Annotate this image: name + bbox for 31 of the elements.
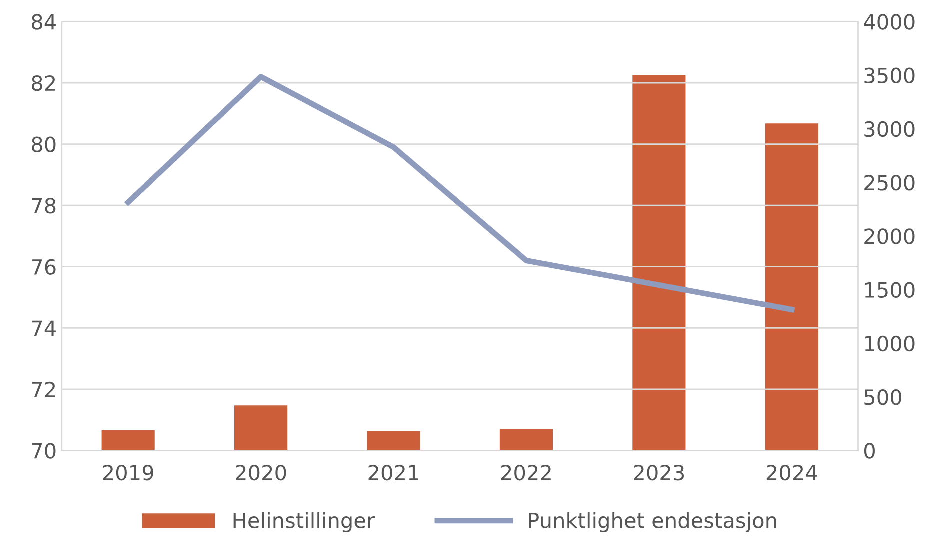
y-tick-label: 78	[32, 198, 56, 214]
x-tick-label: 2019	[103, 464, 154, 481]
bar	[500, 429, 554, 451]
y2-tick-label: 4000	[864, 14, 915, 30]
y2-tick-label: 1500	[865, 282, 915, 298]
y2-tick-label: 3500	[864, 68, 915, 84]
y2-tick-label: 2000	[864, 228, 915, 244]
y-tick-label: 72	[32, 382, 56, 398]
bar	[102, 430, 155, 451]
x-tick-label: 2022	[501, 464, 551, 481]
y-tick-label: 80	[32, 136, 56, 152]
legend-label: Punktlighet endestasjon	[529, 512, 776, 532]
x-tick-label: 2024	[766, 464, 818, 481]
bar	[234, 406, 288, 451]
bar	[632, 75, 686, 451]
y2-tick-label: 500	[864, 390, 902, 406]
y-tick-label: 84	[32, 14, 56, 30]
y2-tick-label: 0	[864, 443, 875, 459]
bar	[765, 124, 818, 451]
y2-tick-label: 2500	[864, 175, 915, 191]
bar	[367, 431, 420, 451]
x-tick-label: 2020	[236, 464, 286, 481]
legend-label: Helinstillinger	[234, 512, 376, 532]
y-tick-label: 70	[32, 443, 56, 459]
y-tick-label: 74	[32, 320, 56, 336]
y-tick-label: 76	[32, 259, 56, 276]
x-tick-label: 2021	[368, 464, 418, 481]
x-tick-label: 2023	[634, 464, 684, 481]
y2-tick-label: 1000	[865, 336, 915, 352]
y2-tick-label: 3000	[864, 121, 915, 138]
y-tick-label: 82	[32, 75, 56, 92]
